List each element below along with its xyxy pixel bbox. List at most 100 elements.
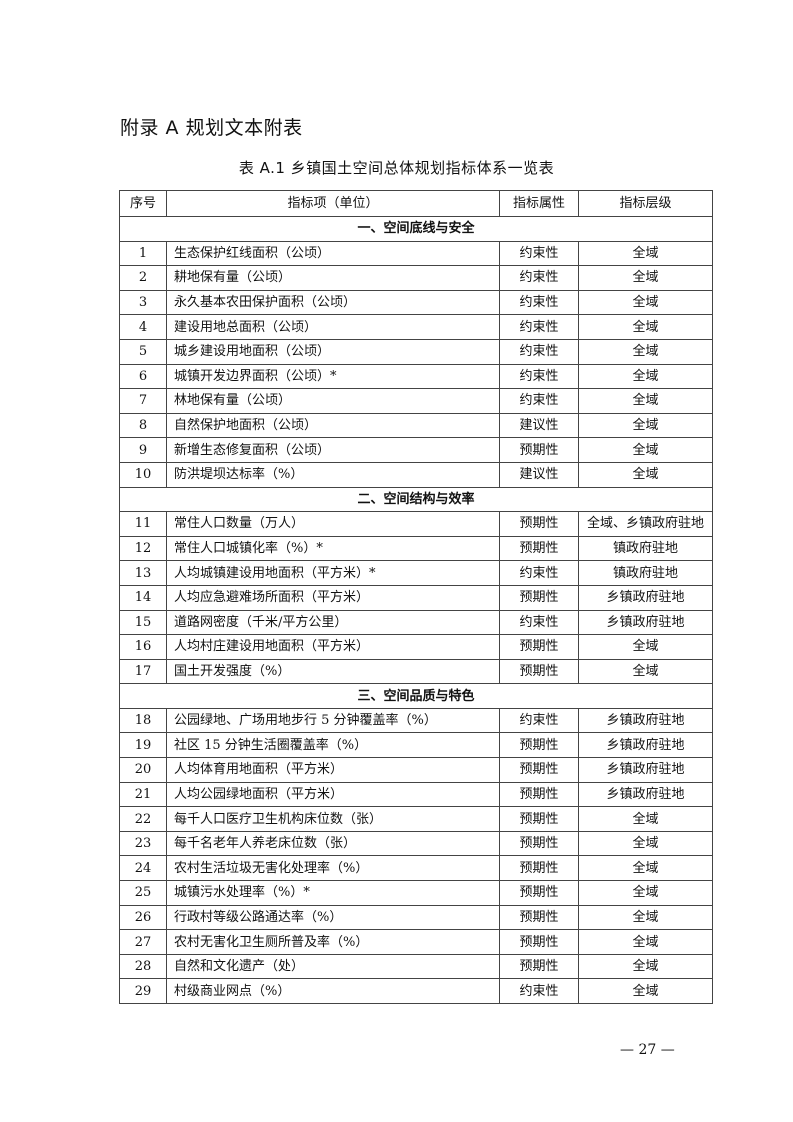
indicator-attribute: 约束性 <box>499 978 579 1004</box>
indicator-attribute: 约束性 <box>499 560 579 586</box>
indicator-name: 新增生态修复面积（公顷） <box>166 437 500 463</box>
row-index: 2 <box>119 265 167 291</box>
indicator-level: 乡镇政府驻地 <box>578 781 713 808</box>
indicator-name: 防洪堤坝达标率（%） <box>166 461 500 488</box>
indicator-name: 永久基本农田保护面积（公顷） <box>166 289 500 316</box>
indicator-name: 城镇开发边界面积（公顷）* <box>166 363 500 390</box>
indicator-name: 自然和文化遗产（处） <box>166 953 500 980</box>
indicator-attribute: 约束性 <box>499 609 579 636</box>
row-index: 12 <box>119 535 167 562</box>
row-index: 11 <box>119 511 167 537</box>
indicator-level: 全域 <box>578 953 713 980</box>
indicator-attribute: 预期性 <box>499 511 579 537</box>
indicator-attribute: 预期性 <box>499 953 579 980</box>
table-row: 28 自然和文化遗产（处） 预期性 全域 <box>119 953 713 980</box>
indicator-attribute: 预期性 <box>499 732 579 759</box>
indicator-name: 行政村等级公路通达率（%） <box>166 904 500 931</box>
indicator-name: 道路网密度（千米/平方公里） <box>166 609 500 636</box>
indicator-name: 每千人口医疗卫生机构床位数（张） <box>166 806 500 832</box>
table-row: 7 林地保有量（公顷） 约束性 全域 <box>119 388 713 414</box>
indicator-name: 社区 15 分钟生活圈覆盖率（%） <box>166 732 500 759</box>
indicator-level: 全域 <box>578 830 713 857</box>
section-title: 二、空间结构与效率 <box>119 486 713 513</box>
indicator-name: 常住人口数量（万人） <box>166 511 500 537</box>
table-row: 12 常住人口城镇化率（%）* 预期性 镇政府驻地 <box>119 535 713 562</box>
table-row: 2 耕地保有量（公顷） 约束性 全域 <box>119 265 713 291</box>
section-title: 一、空间底线与安全 <box>119 216 713 242</box>
section-row: 二、空间结构与效率 <box>119 486 713 513</box>
table-row: 22 每千人口医疗卫生机构床位数（张） 预期性 全域 <box>119 806 713 832</box>
row-index: 6 <box>119 363 167 390</box>
table-row: 29 村级商业网点（%） 约束性 全域 <box>119 978 713 1004</box>
table-row: 8 自然保护地面积（公顷） 建议性 全域 <box>119 412 713 439</box>
row-index: 16 <box>119 634 167 660</box>
row-index: 9 <box>119 437 167 463</box>
indicator-name: 常住人口城镇化率（%）* <box>166 535 500 562</box>
indicator-name: 人均应急避难场所面积（平方米） <box>166 584 500 611</box>
indicator-attribute: 约束性 <box>499 240 579 267</box>
table-row: 15 道路网密度（千米/平方公里） 约束性 乡镇政府驻地 <box>119 609 713 636</box>
row-index: 28 <box>119 953 167 980</box>
indicator-name: 国土开发强度（%） <box>166 658 500 685</box>
row-index: 14 <box>119 584 167 611</box>
row-index: 5 <box>119 338 167 365</box>
indicator-attribute: 预期性 <box>499 535 579 562</box>
table-row: 23 每千名老年人养老床位数（张） 预期性 全域 <box>119 830 713 857</box>
page-number: — 27 — <box>620 1042 675 1058</box>
indicator-name: 农村生活垃圾无害化处理率（%） <box>166 855 500 882</box>
table-row: 25 城镇污水处理率（%）* 预期性 全域 <box>119 880 713 906</box>
table-row: 13 人均城镇建设用地面积（平方米）* 约束性 镇政府驻地 <box>119 560 713 586</box>
indicator-attribute: 预期性 <box>499 830 579 857</box>
row-index: 21 <box>119 781 167 808</box>
row-index: 19 <box>119 732 167 759</box>
indicator-level: 全域 <box>578 338 713 365</box>
indicator-attribute: 约束性 <box>499 363 579 390</box>
indicator-level: 乡镇政府驻地 <box>578 732 713 759</box>
indicator-name: 人均城镇建设用地面积（平方米）* <box>166 560 500 586</box>
indicator-name: 林地保有量（公顷） <box>166 388 500 414</box>
table-row: 14 人均应急避难场所面积（平方米） 预期性 乡镇政府驻地 <box>119 584 713 611</box>
indicator-attribute: 预期性 <box>499 584 579 611</box>
row-index: 24 <box>119 855 167 882</box>
indicator-level: 全域 <box>578 634 713 660</box>
indicator-attribute: 预期性 <box>499 880 579 906</box>
column-header-attribute: 指标属性 <box>499 190 579 217</box>
row-index: 7 <box>119 388 167 414</box>
column-header-indicator: 指标项（单位） <box>166 190 500 217</box>
indicator-level: 乡镇政府驻地 <box>578 584 713 611</box>
row-index: 26 <box>119 904 167 931</box>
table-row: 16 人均村庄建设用地面积（平方米） 预期性 全域 <box>119 634 713 660</box>
row-index: 15 <box>119 609 167 636</box>
table-row: 18 公园绿地、广场用地步行 5 分钟覆盖率（%） 约束性 乡镇政府驻地 <box>119 707 713 734</box>
indicator-level: 全域 <box>578 437 713 463</box>
row-index: 10 <box>119 461 167 488</box>
indicator-attribute: 约束性 <box>499 265 579 291</box>
indicator-attribute: 预期性 <box>499 437 579 463</box>
indicator-name: 农村无害化卫生厕所普及率（%） <box>166 929 500 955</box>
row-index: 3 <box>119 289 167 316</box>
table-caption: 表 A.1 乡镇国土空间总体规划指标体系一览表 <box>238 159 555 177</box>
table-row: 26 行政村等级公路通达率（%） 预期性 全域 <box>119 904 713 931</box>
indicator-name: 耕地保有量（公顷） <box>166 265 500 291</box>
table-row: 3 永久基本农田保护面积（公顷） 约束性 全域 <box>119 289 713 316</box>
indicator-level: 全域 <box>578 880 713 906</box>
table-row: 21 人均公园绿地面积（平方米） 预期性 乡镇政府驻地 <box>119 781 713 808</box>
indicator-level: 全域 <box>578 461 713 488</box>
indicator-level: 镇政府驻地 <box>578 535 713 562</box>
table-row: 9 新增生态修复面积（公顷） 预期性 全域 <box>119 437 713 463</box>
indicator-attribute: 建议性 <box>499 461 579 488</box>
row-index: 4 <box>119 314 167 340</box>
indicator-level: 全域、乡镇政府驻地 <box>578 511 713 537</box>
indicator-attribute: 预期性 <box>499 757 579 783</box>
indicator-attribute: 预期性 <box>499 929 579 955</box>
indicator-level: 全域 <box>578 240 713 267</box>
indicator-name: 公园绿地、广场用地步行 5 分钟覆盖率（%） <box>166 707 500 734</box>
indicator-name: 建设用地总面积（公顷） <box>166 314 500 340</box>
indicator-name: 生态保护红线面积（公顷） <box>166 240 500 267</box>
row-index: 23 <box>119 830 167 857</box>
indicator-level: 全域 <box>578 388 713 414</box>
indicator-attribute: 约束性 <box>499 707 579 734</box>
column-header-level: 指标层级 <box>578 190 713 217</box>
table-row: 17 国土开发强度（%） 预期性 全域 <box>119 658 713 685</box>
row-index: 29 <box>119 978 167 1004</box>
